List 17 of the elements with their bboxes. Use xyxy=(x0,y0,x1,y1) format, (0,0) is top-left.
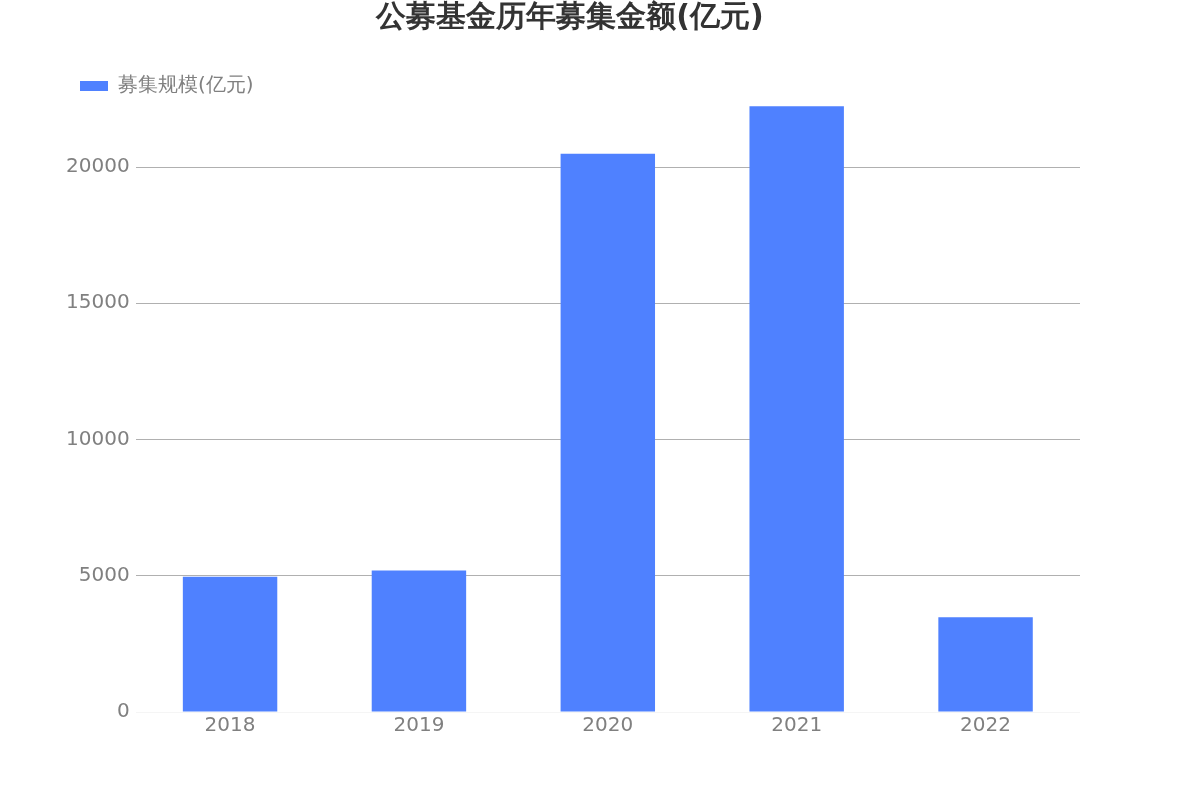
y-tick-label: 0 xyxy=(116,698,130,723)
x-tick-label: 2022 xyxy=(960,712,1012,737)
y-tick-label: 5000 xyxy=(78,561,130,586)
chart-title: 公募基金历年募集金额(亿元) xyxy=(375,0,764,33)
legend-label: 募集规模(亿元) xyxy=(118,72,254,97)
bar xyxy=(938,617,1033,712)
y-tick-label: 20000 xyxy=(66,153,130,178)
x-tick-label: 2021 xyxy=(771,712,823,737)
bar xyxy=(749,106,844,712)
y-tick-label: 15000 xyxy=(66,289,130,314)
x-tick-label: 2019 xyxy=(393,712,445,737)
bar xyxy=(560,153,656,712)
x-tick-label: 2020 xyxy=(582,712,634,737)
x-tick-label: 2018 xyxy=(204,712,256,737)
bar xyxy=(182,576,278,712)
y-tick-label: 10000 xyxy=(66,425,130,450)
bar xyxy=(371,570,467,712)
